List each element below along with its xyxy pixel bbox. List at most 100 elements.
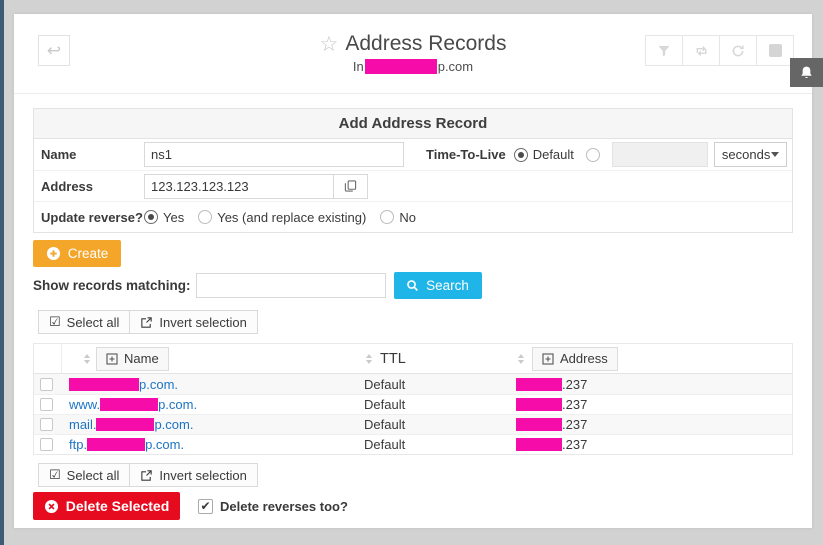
address-value: .237 — [562, 417, 588, 432]
redacted-text — [516, 418, 562, 431]
row-checkbox[interactable] — [40, 438, 53, 451]
row-checkbox[interactable] — [40, 418, 53, 431]
sort-name-control[interactable] — [84, 353, 90, 364]
address-value: .237 — [562, 437, 588, 452]
address-column-button[interactable]: Address — [532, 346, 618, 371]
form-title: Add Address Record — [34, 109, 792, 139]
delete-selected-label: Delete Selected — [65, 498, 170, 514]
select-all-label: Select all — [66, 467, 120, 483]
invert-selection-button[interactable]: Invert selection — [129, 463, 258, 487]
refresh-icon — [731, 44, 745, 58]
address-input[interactable] — [144, 173, 334, 199]
record-name-link[interactable]: mail. p.com. — [69, 417, 193, 432]
header-checkbox-cell — [34, 344, 62, 373]
ttl-default-radio[interactable] — [513, 147, 528, 162]
redacted-text — [516, 398, 562, 411]
chevron-down-icon — [770, 152, 779, 157]
delete-reverses-label[interactable]: Delete reverses too? — [220, 498, 348, 514]
search-input[interactable] — [195, 273, 386, 298]
sort-address-control[interactable] — [518, 353, 524, 364]
invert-selection-label: Invert selection — [159, 314, 247, 330]
table-row: p.com. Default .237 — [34, 374, 792, 394]
select-all-button[interactable]: ☑ Select all — [38, 310, 131, 334]
ttl-group: Time-To-Live Default seconds — [426, 142, 787, 167]
search-row: Show records matching: Search — [33, 272, 793, 299]
recurring-button[interactable] — [682, 35, 720, 66]
form-row-address: Address — [34, 170, 792, 201]
name-suffix: p.com. — [158, 397, 198, 412]
name-suffix: p.com. — [154, 417, 194, 432]
update-reverse-no-radio[interactable] — [380, 210, 395, 224]
update-reverse-yes-label: Yes — [163, 209, 185, 225]
record-name-link[interactable]: www. p.com. — [69, 397, 197, 412]
refresh-button[interactable] — [719, 35, 757, 66]
back-button[interactable]: ↩ — [38, 35, 70, 66]
ttl-label: Time-To-Live — [426, 147, 506, 162]
name-prefix: mail. — [69, 417, 97, 432]
funnel-icon — [657, 44, 671, 58]
name-input[interactable] — [144, 142, 404, 167]
table-row: mail. p.com. Default .237 — [34, 414, 792, 434]
address-value: .237 — [562, 397, 588, 412]
ttl-value: Default — [364, 397, 406, 412]
invert-selection-button[interactable]: Invert selection — [129, 310, 258, 334]
ballot-check-icon: ☑ — [49, 314, 61, 330]
update-reverse-yes-radio[interactable] — [144, 210, 158, 224]
create-button-label: Create — [67, 246, 109, 261]
repeat-icon — [694, 44, 709, 58]
redacted-text — [364, 59, 437, 74]
address-label: Address — [41, 178, 94, 194]
filter-button[interactable] — [645, 35, 683, 66]
copy-address-button[interactable] — [334, 173, 368, 199]
bell-icon — [799, 65, 814, 81]
search-button[interactable]: Search — [393, 272, 482, 299]
row-checkbox[interactable] — [40, 398, 53, 411]
update-reverse-label: Update reverse? — [41, 209, 143, 225]
address-value: .237 — [562, 376, 588, 392]
ballot-check-icon: ☑ — [49, 467, 61, 483]
subtitle-suffix: p.com — [437, 59, 474, 74]
header-action-group — [645, 35, 794, 66]
row-checkbox[interactable] — [40, 377, 53, 391]
sort-ttl-control[interactable] — [366, 353, 372, 364]
selection-toolbar-top: ☑ Select all Invert selection — [33, 310, 793, 334]
redacted-text — [96, 418, 155, 431]
update-reverse-no-label: No — [399, 209, 416, 225]
favorite-star-icon[interactable]: ☆ — [319, 32, 339, 56]
page-title-text: Address Records — [345, 32, 507, 55]
module-button[interactable] — [756, 35, 794, 66]
name-suffix: p.com. — [139, 376, 179, 392]
name-label: Name — [41, 147, 77, 162]
record-name-link[interactable]: p.com. — [69, 377, 178, 392]
create-button[interactable]: Create — [33, 240, 121, 267]
squared-plus-icon — [542, 352, 554, 365]
name-prefix: ftp. — [69, 437, 88, 452]
update-reverse-replace-radio[interactable] — [198, 210, 213, 224]
notifications-tab[interactable] — [790, 58, 823, 87]
sidebar-edge — [0, 0, 4, 545]
delete-reverses-checkbox[interactable]: ✔ — [198, 498, 213, 514]
search-button-label: Search — [426, 278, 469, 293]
form-row-update-reverse: Update reverse? Yes Yes (and replace exi… — [34, 201, 792, 232]
main-card: ↩ ☆ Address Records In p.com — [14, 14, 812, 528]
name-column-button[interactable]: Name — [96, 346, 169, 371]
invert-selection-label: Invert selection — [159, 467, 247, 483]
invert-arrow-icon — [140, 469, 153, 482]
add-record-form: Add Address Record Name Time-To-Live Def… — [33, 108, 793, 233]
page-header: ↩ ☆ Address Records In p.com — [14, 14, 812, 94]
magnifier-icon — [406, 279, 419, 292]
solid-square-icon — [768, 44, 782, 57]
ttl-custom-radio[interactable] — [585, 147, 600, 162]
table-header-row: Name TTL Address — [34, 344, 792, 374]
select-all-button[interactable]: ☑ Select all — [38, 463, 131, 487]
delete-selected-button[interactable]: Delete Selected — [33, 492, 180, 520]
record-name-link[interactable]: ftp. p.com. — [69, 437, 184, 452]
ttl-value: Default — [364, 376, 406, 392]
address-column-label: Address — [560, 351, 608, 366]
return-arrow-icon: ↩ — [46, 40, 62, 61]
selection-toolbar-bottom: ☑ Select all Invert selection — [33, 463, 793, 487]
ttl-custom-input[interactable] — [611, 142, 708, 167]
redacted-text — [100, 398, 159, 411]
table-row: www. p.com. Default .237 — [34, 394, 792, 414]
ttl-unit-select[interactable]: seconds — [713, 142, 787, 167]
